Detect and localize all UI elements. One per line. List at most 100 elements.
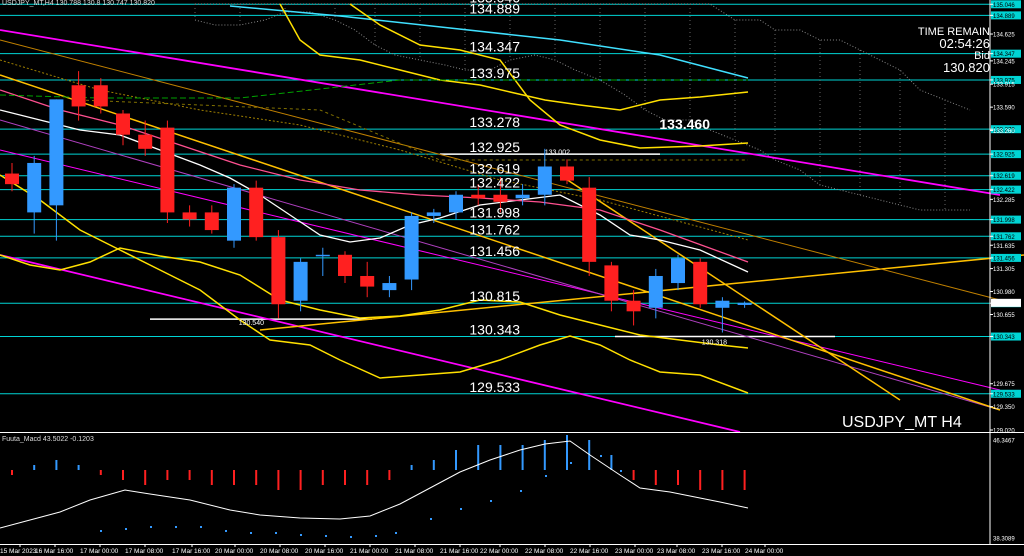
macd-bar	[255, 470, 258, 485]
macd-bar	[677, 470, 679, 485]
time-axis-label: 17 Mar 08:00	[125, 548, 164, 555]
price-axis-label: 129.675	[993, 382, 1015, 388]
price-axis-marker	[991, 75, 1021, 84]
candle	[582, 177, 597, 276]
candle	[116, 109, 130, 146]
time-axis-label: 20 Mar 16:00	[305, 548, 344, 555]
candle	[315, 247, 330, 276]
time-axis-label: 21 Mar 00:00	[350, 548, 389, 555]
candle-body	[5, 173, 19, 185]
macd-bar	[654, 470, 657, 485]
time-axis-label: 15 Mar 2023	[0, 548, 37, 555]
price-axis-label: 134.889	[993, 14, 1015, 20]
price-axis-label: 132.619	[993, 174, 1015, 180]
candle	[204, 205, 219, 234]
macd-dot	[395, 532, 397, 534]
macd-bar	[499, 445, 502, 470]
macd-bar	[188, 470, 191, 480]
price-axis-marker	[991, 150, 1021, 159]
macd-dot	[300, 534, 302, 536]
macd-bar	[166, 470, 169, 480]
candle-body	[27, 162, 42, 213]
price-axis-label: 133.590	[993, 106, 1015, 112]
candle-body	[626, 300, 641, 312]
price-axis-label: 131.762	[993, 235, 1015, 241]
price-axis-marker	[991, 125, 1021, 134]
price-axis-label: 133.278	[993, 128, 1015, 134]
time-remain-value: 02:54:26	[939, 36, 990, 51]
candle-body	[160, 127, 175, 213]
price-axis-marker	[991, 215, 1021, 224]
level-price-label: 130.540	[239, 320, 264, 327]
macd-dot	[570, 462, 572, 464]
macd-bar	[432, 460, 435, 470]
candle	[93, 78, 108, 114]
candle	[27, 155, 42, 234]
price-axis-label: 129.350	[993, 405, 1015, 411]
macd-bar	[233, 470, 235, 485]
level-price-label: 132.925	[469, 139, 520, 155]
candle-body	[493, 194, 508, 202]
candle-body	[560, 166, 574, 181]
candle	[249, 180, 264, 241]
candle-body	[515, 194, 530, 199]
trendline-magenta	[0, 29, 1001, 196]
level-price-label: 132.619	[469, 161, 520, 177]
time-axis-label: 23 Mar 00:00	[615, 548, 654, 555]
candle-body	[71, 85, 86, 107]
price-axis-label: 134.347	[993, 52, 1015, 58]
macd-bar	[144, 470, 147, 485]
macd-bar	[388, 470, 391, 480]
candle-body	[671, 258, 685, 284]
price-axis-label: 135.046	[993, 3, 1015, 9]
candle-body	[404, 215, 419, 280]
price-axis-label: 131.998	[993, 218, 1015, 224]
candle-body	[737, 302, 752, 305]
macd-bar	[721, 470, 724, 490]
time-remain-box: TIME REMAIN 02:54:26 Bid 130.820	[918, 26, 990, 74]
candle-body	[315, 254, 330, 257]
band-upper	[279, 3, 749, 111]
macd-bar	[543, 440, 546, 470]
trendline-orange-dim	[0, 39, 1001, 301]
time-axis-label: 20 Mar 08:00	[260, 548, 299, 555]
candle	[338, 251, 352, 284]
candle-body	[182, 212, 197, 220]
candle	[271, 230, 286, 319]
price-axis-label: 132.422	[993, 188, 1015, 194]
macd-bar	[99, 470, 102, 475]
macd-bar	[455, 450, 457, 470]
macd-dot	[430, 518, 432, 520]
price-axis-marker	[991, 185, 1021, 194]
candle-body	[293, 261, 308, 301]
candle	[604, 261, 619, 312]
time-axis-label: 17 Mar 16:00	[172, 548, 211, 555]
macd-bar	[743, 470, 746, 490]
trendline-magenta-lower	[0, 254, 741, 433]
candle	[360, 261, 375, 298]
macd-axis-label: 46.3467	[993, 439, 1015, 445]
level-price-label: 133.975	[469, 65, 520, 81]
macd-bar	[122, 470, 124, 480]
macd-bar	[344, 470, 346, 485]
band-upper-2	[349, 3, 749, 149]
price-axis-label: 132.925	[993, 153, 1015, 159]
price-axis-marker	[991, 49, 1021, 58]
trendline-orange-steep	[559, 174, 901, 401]
macd-bar	[477, 445, 480, 470]
macd-signal-line	[0, 440, 749, 529]
level-price-label: 133.278	[469, 114, 520, 130]
candle-body	[471, 194, 486, 199]
time-axis-label: 21 Mar 08:00	[395, 548, 434, 555]
candle	[426, 208, 441, 224]
price-axis: 135.046134.889134.625134.347134.245133.9…	[0, 0, 1024, 435]
level-price-label: 133.002	[545, 150, 570, 157]
price-axis-marker	[991, 253, 1021, 262]
candle-body	[93, 85, 108, 107]
price-axis-label: 130.343	[993, 335, 1015, 341]
macd-bar	[11, 470, 13, 475]
macd-dot	[600, 455, 602, 457]
candle-body	[604, 265, 619, 301]
candle	[493, 177, 508, 213]
